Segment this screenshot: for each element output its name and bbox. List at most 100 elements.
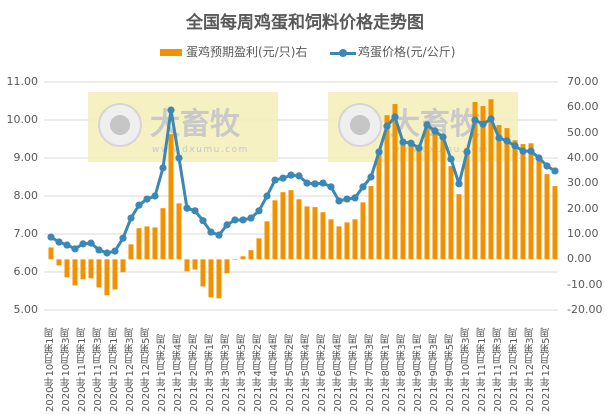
egg-price-marker <box>175 154 183 162</box>
profit-bar <box>536 155 542 260</box>
watermark-eye-pupil-icon <box>110 115 130 135</box>
left-axis-tick: 6.00 <box>13 265 39 278</box>
profit-bar <box>56 259 62 266</box>
profit-bar <box>232 259 238 260</box>
egg-price-marker <box>167 106 175 114</box>
watermark-brand: 大畜牧 <box>150 107 241 142</box>
egg-price-marker <box>479 120 487 128</box>
egg-price-marker <box>295 172 303 180</box>
profit-bar <box>360 202 366 260</box>
x-axis-tick: 2021年12月第1周 <box>509 327 520 412</box>
profit-bar <box>416 147 422 260</box>
egg-price-marker <box>431 127 439 135</box>
profit-bar <box>120 259 126 273</box>
profit-bar <box>384 115 390 260</box>
egg-price-marker <box>95 246 103 254</box>
x-axis-tick: 2020年10月第3周 <box>61 327 72 412</box>
profit-bar <box>216 259 222 299</box>
profit-bar <box>368 186 374 260</box>
egg-price-marker <box>439 133 447 141</box>
chart-title: 全国每周鸡蛋和饲料价格走势图 <box>186 13 424 33</box>
right-axis-tick: 20.00 <box>567 201 599 215</box>
egg-price-line <box>50 108 556 255</box>
egg-price-marker <box>47 233 55 241</box>
egg-price-marker <box>159 164 167 172</box>
profit-bar <box>520 144 526 260</box>
egg-price-marker <box>463 148 471 156</box>
x-axis-tick: 2021年3月第3周 <box>221 333 232 412</box>
egg-price-marker <box>79 240 87 248</box>
profit-bar <box>152 227 158 260</box>
egg-price-marker <box>247 214 255 222</box>
x-axis-tick: 2020年11月第1周 <box>77 327 88 412</box>
legend-item-egg-price: 鸡蛋价格(元/公斤) <box>330 42 455 62</box>
egg-price-marker <box>551 167 559 175</box>
x-axis-tick: 2021年8月第1周 <box>381 333 392 412</box>
bar-swatch-icon <box>160 49 182 56</box>
egg-price-marker <box>383 122 391 130</box>
profit-bar <box>144 226 150 260</box>
profit-bar <box>512 140 518 260</box>
profit-bar <box>544 174 550 260</box>
profit-bar <box>224 259 230 274</box>
profit-bar <box>408 145 414 260</box>
x-axis-tick: 2021年4月第4周 <box>269 333 280 412</box>
egg-price-marker <box>391 113 399 121</box>
profit-bar <box>488 99 494 260</box>
left-axis-tick: 9.00 <box>13 151 39 164</box>
profit-bar <box>552 186 558 260</box>
profit-bar <box>344 222 350 260</box>
profit-bar <box>64 259 70 278</box>
left-axis-tick: 11.00 <box>6 75 39 88</box>
left-axis-tick: 5.00 <box>13 303 39 316</box>
profit-bar <box>104 259 110 296</box>
egg-price-marker <box>367 173 375 181</box>
left-axis-tick: 8.00 <box>13 189 39 202</box>
x-axis-tick: 2021年12月第3周 <box>525 327 536 412</box>
egg-price-marker <box>335 197 343 205</box>
profit-bar <box>136 228 142 260</box>
profit-bar <box>288 190 294 260</box>
right-axis-tick: 10.00 <box>567 227 599 240</box>
egg-price-marker <box>407 139 415 147</box>
egg-price-marker <box>111 247 119 255</box>
egg-price-marker <box>71 245 79 253</box>
right-axis-tick: 0.00 <box>567 252 592 266</box>
x-axis-tick: 2021年3月第5周 <box>237 333 248 412</box>
x-axis-labels: 2020年10月第1周 2020年10月第3周 2020年11月第1周 2020年11… <box>0 312 610 415</box>
egg-price-marker <box>399 138 407 146</box>
profit-bar <box>440 140 446 260</box>
egg-price-marker <box>359 183 367 191</box>
profit-bar <box>456 194 462 260</box>
profit-bar <box>424 121 430 260</box>
egg-price-marker <box>231 216 239 224</box>
x-axis-tick: 2021年11月第1周 <box>477 327 488 412</box>
egg-price-marker <box>327 183 335 191</box>
x-axis-tick: 2021年12月第5周 <box>541 327 552 412</box>
egg-price-marker <box>135 201 143 209</box>
profit-bar <box>480 106 486 260</box>
egg-price-marker <box>471 116 479 124</box>
egg-price-marker <box>503 137 511 145</box>
profit-bar <box>160 208 166 260</box>
egg-price-marker <box>423 121 431 129</box>
egg-price-marker <box>87 239 95 247</box>
egg-price-marker <box>255 207 263 215</box>
egg-price-marker <box>303 179 311 187</box>
line-marker-swatch-icon <box>330 47 356 59</box>
watermark-url: www.dxumu.com <box>152 145 249 155</box>
profit-bar <box>312 207 318 260</box>
profit-bar <box>208 259 214 298</box>
profit-bar <box>448 166 454 260</box>
left-axis-tick: 10.00 <box>6 113 39 126</box>
egg-price-marker <box>319 179 327 187</box>
x-axis-tick: 2021年1月第4周 <box>173 333 184 412</box>
x-axis-tick: 2021年1月第2周 <box>157 333 168 412</box>
x-axis-tick: 2021年9月第3周 <box>429 333 440 412</box>
egg-price-marker <box>207 228 215 236</box>
egg-price-marker <box>191 207 199 215</box>
profit-bar <box>272 200 278 260</box>
egg-price-marker <box>511 142 519 150</box>
profit-bar <box>392 104 398 260</box>
egg-price-marker <box>263 192 271 200</box>
